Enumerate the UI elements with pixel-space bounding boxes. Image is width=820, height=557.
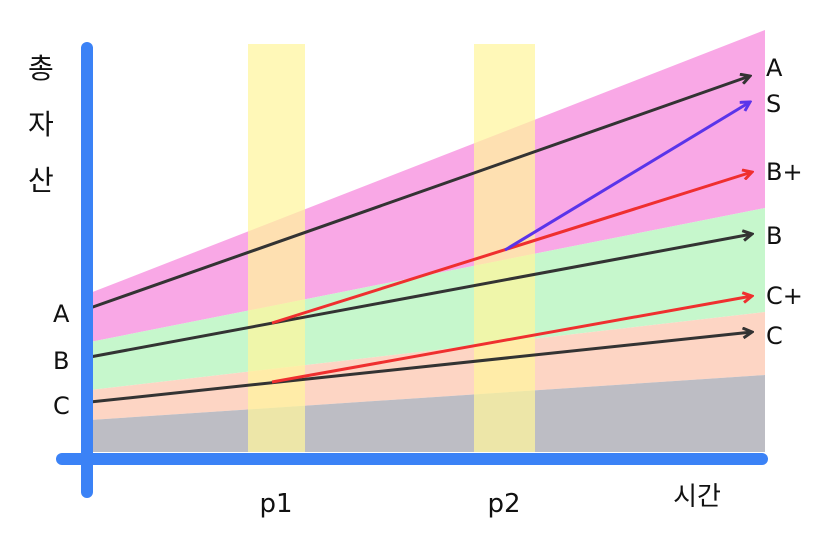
x-tick-p1: p1: [259, 489, 292, 519]
end-label-c: C: [766, 322, 783, 350]
end-label-a: A: [766, 54, 783, 82]
x-axis-title: 시간: [673, 482, 721, 512]
arrow-s: [504, 102, 750, 252]
arrow-a: [89, 76, 750, 310]
end-label-s: S: [766, 90, 781, 118]
y-axis-title-char-1: 총: [28, 52, 54, 85]
y-axis-title-char-2: 자: [28, 108, 54, 141]
arrow-c: [89, 332, 752, 404]
start-label-c: C: [53, 392, 70, 420]
arrow-b: [89, 234, 752, 359]
arrow-c-plus: [271, 296, 752, 384]
start-label-b: B: [53, 347, 69, 375]
start-label-a: A: [53, 300, 70, 328]
end-label-b: B: [766, 222, 782, 250]
x-tick-p2: p2: [487, 489, 520, 519]
end-label-c-plus: C+: [766, 282, 803, 310]
end-label-b-plus: B+: [766, 158, 803, 186]
y-axis-title-char-3: 산: [28, 164, 54, 197]
highlight-column-p2: [474, 44, 535, 452]
